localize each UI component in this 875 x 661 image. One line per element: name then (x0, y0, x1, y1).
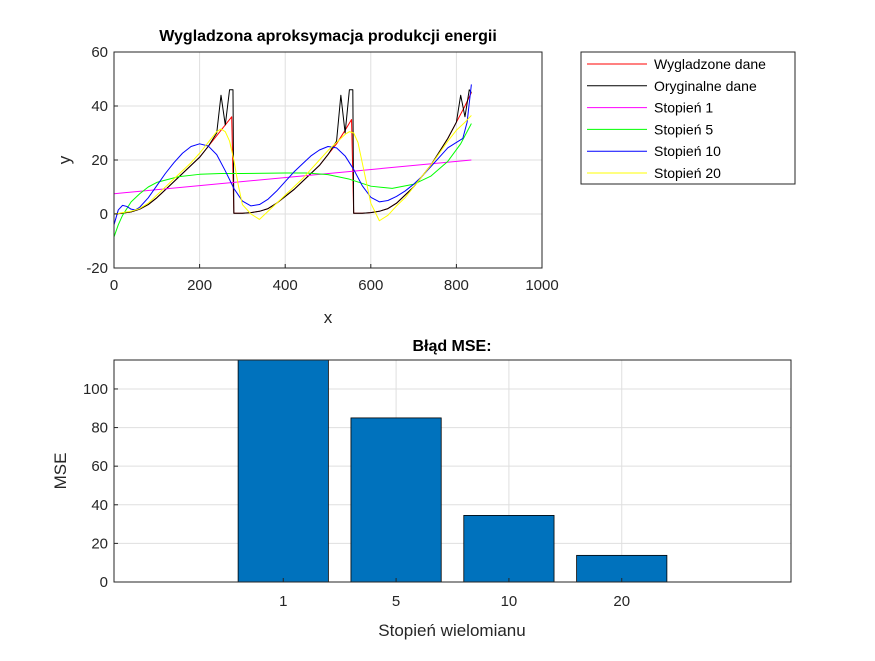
y-tick-label: 60 (91, 44, 108, 61)
y-tick-label: 40 (91, 98, 108, 115)
bar-chart-x-axis-label: Stopień wielomianu (378, 621, 525, 640)
bar-chart-frame (113, 359, 792, 583)
y-tick-label: -20 (86, 260, 108, 277)
legend-label: Stopień 1 (654, 100, 713, 116)
bar-chart-grid (114, 360, 791, 583)
legend-label: Stopień 20 (654, 165, 721, 181)
line-chart-series-group (113, 84, 472, 238)
y-tick-label: 100 (83, 381, 108, 398)
x-tick-label: 1000 (525, 277, 558, 294)
x-tick-label: 200 (187, 277, 212, 294)
y-tick-label: 60 (91, 458, 108, 475)
y-tick-label: 40 (91, 497, 108, 514)
series-line-5 (113, 115, 472, 222)
x-tick-label: 800 (444, 277, 469, 294)
legend: Wygladzone dane Oryginalne dane Stopień 1 S… (580, 51, 796, 185)
bar (463, 515, 555, 583)
bar (237, 359, 329, 583)
bar-chart-title: Błąd MSE: (412, 338, 491, 355)
line-chart-x-axis-label: x (324, 308, 333, 327)
y-tick-label: 80 (91, 420, 108, 437)
legend-label: Oryginalne dane (654, 78, 757, 94)
line-chart-title: Wygladzona aproksymacja produkcji energi… (159, 28, 497, 45)
bar-chart-bars (237, 359, 668, 583)
bar-chart-plot-area (114, 360, 791, 582)
legend-box (580, 51, 796, 185)
series-line-4 (113, 84, 472, 225)
y-tick-label: 20 (91, 152, 108, 169)
x-tick-label: 400 (273, 277, 298, 294)
x-tick-label: 5 (392, 593, 400, 610)
y-tick-label: 0 (100, 206, 108, 223)
legend-label: Stopień 5 (654, 121, 713, 137)
x-tick-label: 0 (110, 277, 118, 294)
x-tick-label: 1 (279, 593, 287, 610)
x-tick-label: 10 (501, 593, 518, 610)
bar-chart-ticks: 0 20 40 60 80 100 1 5 10 20 (83, 381, 630, 610)
bar-chart-y-axis-label: MSE (51, 453, 70, 490)
bar (576, 554, 668, 583)
series-line-3 (113, 123, 472, 238)
bar-chart: 0 20 40 60 80 100 1 5 10 20 Błąd MSE: Stopień wie… (51, 338, 792, 640)
y-tick-label: 20 (91, 535, 108, 552)
legend-label: Wygladzone dane (654, 56, 766, 72)
series-line-2 (113, 159, 472, 195)
bar (350, 417, 442, 583)
x-tick-label: 600 (358, 277, 383, 294)
x-tick-label: 20 (613, 593, 630, 610)
line-chart-y-axis-label: y (55, 155, 74, 164)
legend-label: Stopień 10 (654, 143, 721, 159)
y-tick-label: 0 (100, 574, 108, 591)
